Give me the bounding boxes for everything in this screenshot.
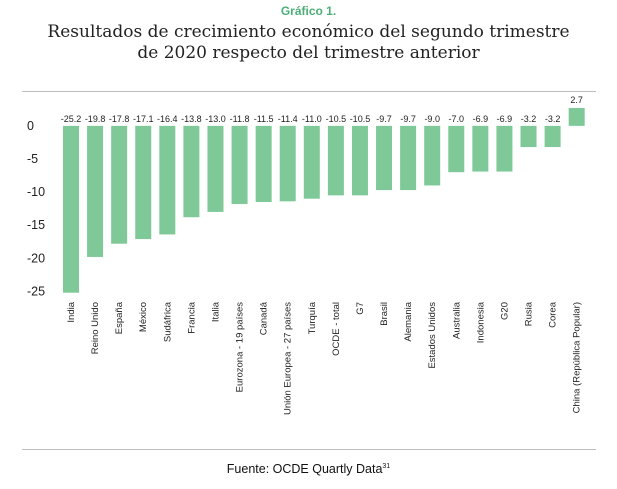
bar-value-label: -11.5 [254,114,274,124]
bar [424,125,441,186]
x-category-label: Corea [548,301,559,328]
x-category-label: Alemania [403,301,414,341]
bar-value-label: -10.5 [350,114,371,124]
bar-value-label: -3.2 [521,114,537,124]
x-category-label: Canadá [259,301,270,335]
bar [207,125,224,212]
bar [496,125,513,172]
bar-value-label: -16.4 [157,114,178,124]
source-text: Fuente: OCDE Quartly Data [226,462,383,476]
bar [183,125,200,218]
bar-value-label: -9.7 [376,114,392,124]
chart-title: Resultados de crecimiento económico del … [0,22,617,64]
bar-value-label: -10.5 [326,114,347,124]
bar-value-label: -11.0 [302,114,322,124]
bar [231,125,248,204]
bar [63,125,79,293]
x-category-label: Rusia [524,301,535,326]
bar [568,107,585,126]
x-category-label: Indonesia [475,301,486,343]
bar-value-label: -6.9 [473,114,489,124]
bar-value-label: 2.7 [570,95,583,105]
y-tick-label: -10 [27,185,45,199]
bar [448,125,465,173]
source-note: Fuente: OCDE Quartly Data31 [0,462,617,476]
bar-value-label: -13.8 [181,114,202,124]
x-category-label: China (República Popular) [572,302,583,413]
chart-kicker: Gráfico 1. [280,4,337,18]
bar [255,125,272,202]
y-tick-label: -15 [27,218,45,232]
bar-value-label: -25.2 [61,114,82,124]
top-divider [22,91,596,92]
bar-value-label: -3.2 [545,114,561,124]
bar-value-label: -6.9 [497,114,513,124]
chart-title-line-1: Resultados de crecimiento económico del … [47,22,570,42]
x-category-label: Sudáfrica [162,301,173,342]
bar [135,125,152,240]
bar [472,125,489,172]
bar [520,125,537,148]
y-tick-label: -5 [27,152,38,166]
bar [544,125,561,148]
x-category-label: España [114,301,125,334]
bar [400,125,417,191]
x-category-label: G7 [355,302,366,315]
y-tick-label: -25 [27,284,45,298]
bar-value-label: -9.7 [400,114,416,124]
x-category-label: India [66,301,77,322]
x-category-label: Estados Unidos [427,302,438,369]
bar [279,125,296,202]
x-category-label: Francia [186,301,197,333]
bar-value-label: -7.0 [449,114,465,124]
bar [327,125,344,196]
source-reference: 31 [382,462,391,470]
bar-value-label: -11.4 [278,114,298,124]
bar [376,125,393,191]
x-category-label: Turquía [307,301,318,334]
x-category-label: Italia [210,301,221,322]
x-category-label: Reino Unido [90,302,101,354]
bar [351,125,368,196]
x-category-label: OCDE - total [331,302,342,356]
y-tick-label: -20 [27,251,45,265]
bar [159,125,176,235]
bar [111,125,128,244]
bar-value-label: -13.0 [205,114,226,124]
bar-value-label: -11.8 [230,114,250,124]
x-category-label: G20 [499,302,510,320]
bar [303,125,320,199]
chart-title-line-2: de 2020 respecto del trimestre anterior [137,43,480,63]
x-category-label: Australia [451,301,462,339]
bar-value-label: -17.8 [109,114,130,124]
bar-value-label: -17.1 [133,114,154,124]
bar-value-label: -19.8 [85,114,106,124]
x-category-label: Eurozona - 19 países [235,302,246,393]
x-category-label: México [138,302,149,332]
x-category-label: Unión Europea - 27 países [283,302,294,415]
bar-value-label: -9.0 [424,114,440,124]
bar [87,125,104,257]
y-tick-label: 0 [27,119,34,133]
x-category-label: Brasil [379,302,390,326]
bottom-divider [22,449,596,450]
